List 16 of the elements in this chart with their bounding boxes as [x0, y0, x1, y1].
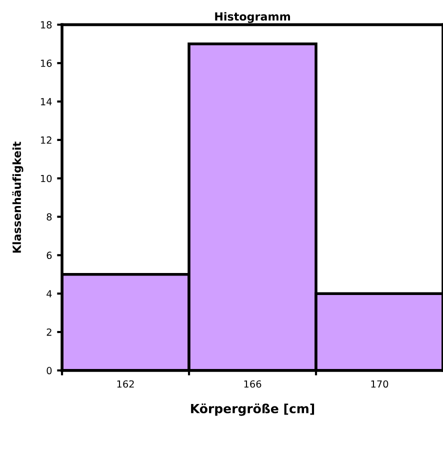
y-tick-label: 12	[40, 136, 52, 144]
x-tick-label: 170	[371, 380, 388, 388]
chart-title: Histogramm	[215, 12, 290, 23]
y-tick-label: 14	[40, 98, 52, 106]
y-tick-label: 18	[40, 21, 52, 29]
x-axis-title: Körpergröße [cm]	[191, 403, 314, 416]
y-tick-label: 6	[46, 252, 52, 260]
x-tick-label: 166	[244, 380, 262, 388]
y-tick-label: 0	[46, 366, 52, 374]
y-axis-title: Klassenhäufigkeit	[12, 142, 24, 253]
y-tick-label: 10	[40, 174, 52, 182]
y-tick-label: 4	[46, 290, 52, 298]
x-tick-label: 162	[117, 380, 134, 388]
y-tick-label: 16	[40, 60, 52, 67]
y-tick-label: 8	[46, 213, 52, 221]
y-tick-label: 2	[46, 328, 52, 336]
